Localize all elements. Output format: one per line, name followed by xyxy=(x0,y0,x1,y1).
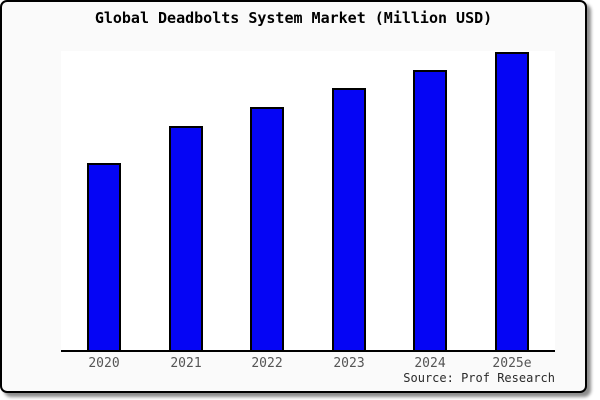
bar-2025e xyxy=(495,52,529,350)
x-axis-label-2025e: 2025e xyxy=(492,356,532,371)
chart-frame: Global Deadbolts System Market (Million … xyxy=(0,0,587,393)
x-axis-label-2020: 2020 xyxy=(88,356,120,371)
x-axis-label-2023: 2023 xyxy=(333,356,365,371)
x-axis-labels: 2020 2021 2022 2023 2024 2025e xyxy=(61,356,555,372)
x-axis-label-2022: 2022 xyxy=(251,356,283,371)
bar-2022 xyxy=(250,107,284,350)
bar-2021 xyxy=(169,126,203,350)
x-axis-label-2021: 2021 xyxy=(170,356,202,371)
bar-2024 xyxy=(413,70,447,350)
x-axis-label-2024: 2024 xyxy=(414,356,446,371)
plot-area xyxy=(61,51,555,352)
bar-2023 xyxy=(332,88,366,350)
bar-2020 xyxy=(87,163,121,350)
chart-title: Global Deadbolts System Market (Million … xyxy=(94,9,493,27)
source-note: Source: Prof Research xyxy=(403,371,555,385)
